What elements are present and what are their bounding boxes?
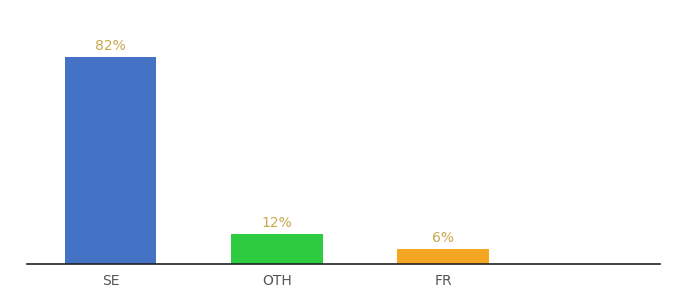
Bar [231, 234, 322, 264]
Text: 12%: 12% [261, 216, 292, 230]
Bar [65, 57, 156, 264]
Text: 82%: 82% [95, 39, 126, 53]
Bar [398, 249, 489, 264]
Text: 6%: 6% [432, 231, 454, 245]
